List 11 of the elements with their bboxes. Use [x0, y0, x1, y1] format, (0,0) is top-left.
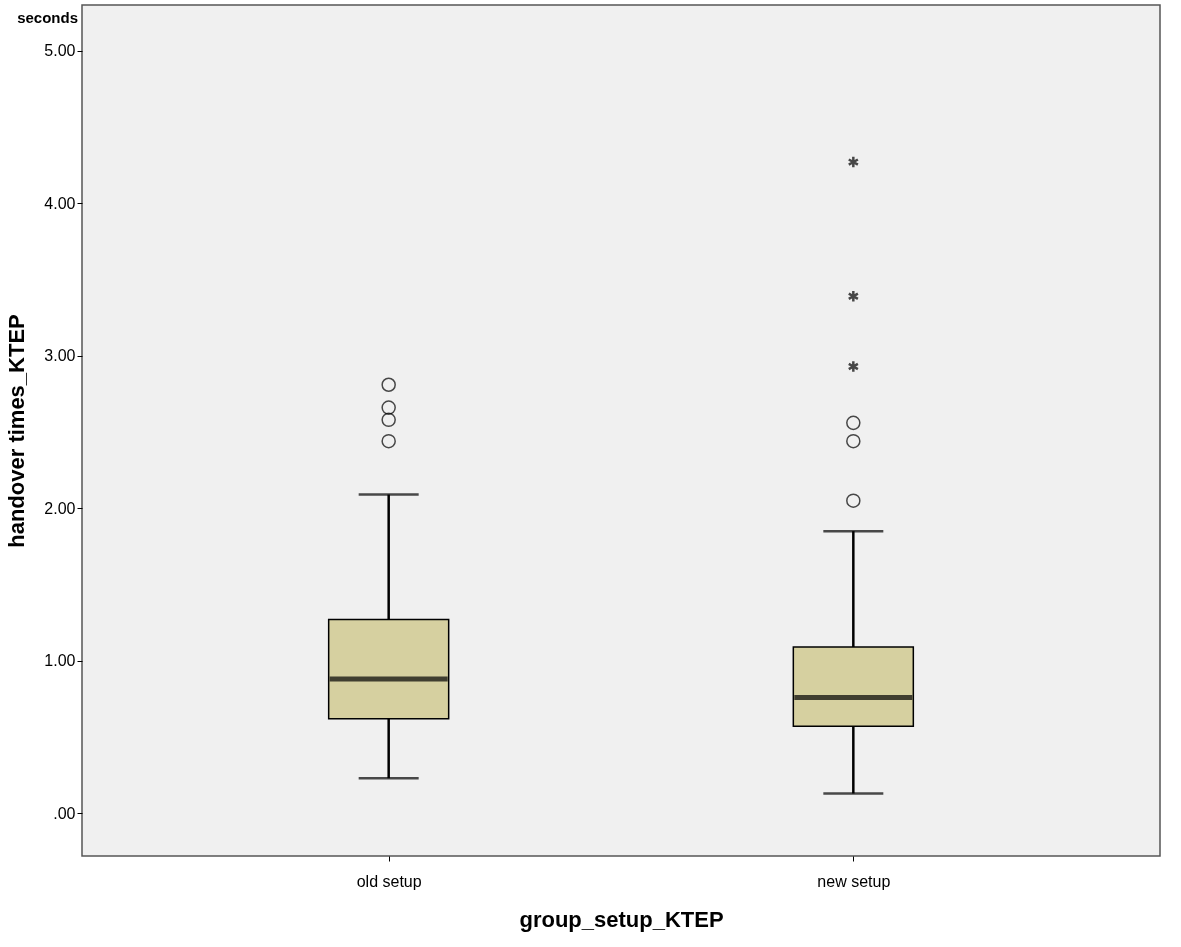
- y-axis-title: handover times_KTEP: [4, 314, 30, 548]
- x-axis-title: group_setup_KTEP: [519, 906, 724, 932]
- x-tick-label: old setup: [356, 872, 422, 890]
- y-tick-label: 5.00: [44, 42, 76, 60]
- x-tick-label: new setup: [817, 872, 891, 890]
- y-tick-label: .00: [53, 804, 76, 822]
- y-tick-label: 1.00: [44, 652, 76, 670]
- y-tick-label: 2.00: [44, 499, 76, 517]
- y-tick-label: 3.00: [44, 347, 76, 365]
- text: seconds: [17, 9, 78, 26]
- y-tick-label: 4.00: [44, 194, 76, 212]
